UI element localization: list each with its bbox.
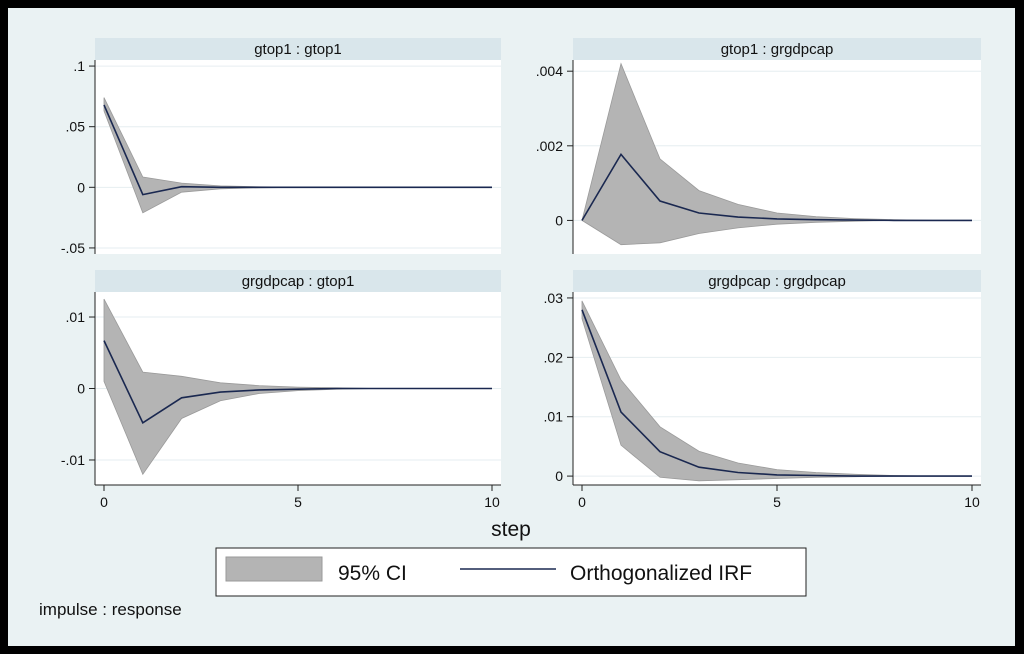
panel-4-xtick-label: 5: [773, 494, 781, 510]
panel-4-xtick-label: 0: [578, 494, 586, 510]
panel-4-ytick-label: .03: [544, 290, 564, 306]
panel-4-title: grgdpcap : grgdpcap: [708, 273, 846, 290]
panel-1-ytick-label: 0: [77, 179, 85, 195]
panel-1-plot-area: [95, 60, 501, 254]
panel-2: gtop1 : grgdpcap .004 .002 0: [536, 38, 981, 254]
panel-1-ytick-label: -.05: [61, 240, 85, 256]
panel-2-strip: [573, 38, 981, 60]
panel-2-ytick-label: .004: [536, 63, 563, 79]
panel-3-title: grgdpcap : gtop1: [242, 273, 355, 290]
panel-4-xtick-label: 10: [964, 494, 980, 510]
legend-label-irf: Orthogonalized IRF: [570, 562, 752, 585]
panel-3-xtick-label: 5: [294, 494, 302, 510]
figure-background: gtop1 : gtop1 .1 .05 0 -.05 gtop1 : grgdpcap.…: [8, 8, 1015, 646]
panel-1-title: gtop1 : gtop1: [254, 41, 342, 58]
panel-4: grgdpcap : grgdpcap .03 .02 .01 00 5 10: [544, 270, 981, 510]
panel-4-ytick-label: 0: [555, 468, 563, 484]
panel-1-strip: [95, 38, 501, 60]
panel-4-ytick-label: .02: [544, 349, 564, 365]
panel-3: grgdpcap : gtop1 .01 0 -.01 0 5 10: [61, 270, 501, 510]
panel-3-ytick-label: 0: [77, 381, 85, 397]
panel-3-ytick-label: .01: [66, 309, 86, 325]
irf-chart: gtop1 : gtop1 .1 .05 0 -.05 gtop1 : grgdpcap.…: [39, 38, 981, 619]
panel-4-strip: [573, 270, 981, 292]
panel-4-irf-line: [581, 309, 972, 477]
panel-2-ytick-label: 0: [555, 212, 563, 228]
panel-4-ytick-label: .01: [544, 409, 564, 425]
legend: 95% CI Orthogonalized IRF: [215, 547, 807, 597]
panel-2-ytick-label: .002: [536, 138, 563, 154]
panel-2-title: gtop1 : grgdpcap: [721, 41, 834, 58]
panel-2-irf-line: [581, 153, 972, 222]
legend-swatch-ci: [225, 556, 323, 582]
impulse-response-note: impulse : response: [39, 600, 182, 619]
panel-1-irf-line: [103, 104, 492, 196]
panel-3-xtick-label: 0: [100, 494, 108, 510]
panel-3-xtick-label: 10: [484, 494, 500, 510]
panel-3-ytick-label: -.01: [61, 452, 85, 468]
panel-1-ytick-label: .1: [73, 58, 85, 74]
panels: gtop1 : gtop1 .1 .05 0 -.05 gtop1 : grgdpcap.…: [61, 38, 981, 510]
panel-1: gtop1 : gtop1 .1 .05 0 -.05: [61, 38, 501, 256]
legend-label-ci: 95% CI: [338, 562, 407, 585]
panel-3-irf-line: [103, 340, 492, 424]
panel-1-ytick-label: .05: [66, 119, 86, 135]
x-axis-title: step: [491, 518, 531, 541]
panel-3-strip: [95, 270, 501, 292]
panel-2-ci-band: [581, 62, 972, 246]
